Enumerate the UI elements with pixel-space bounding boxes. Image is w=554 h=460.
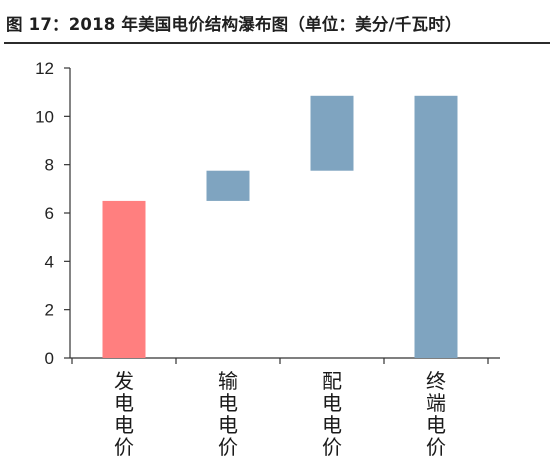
category-label: 输电电价: [218, 369, 238, 459]
y-tick-label: 2: [45, 301, 54, 320]
bar-3: [310, 95, 354, 171]
bars: [102, 95, 458, 359]
y-tick-label: 12: [35, 59, 54, 78]
bar-4: [414, 95, 458, 359]
bar-1: [102, 200, 146, 358]
title-rule: [4, 42, 550, 44]
figure-title: 图 17：2018 年美国电价结构瀑布图（单位：美分/千瓦时）: [6, 15, 462, 34]
labels: 发电电价 输电电价 配电电价 终端电价: [114, 369, 446, 459]
y-tick-label: 10: [35, 107, 54, 126]
bar-2: [206, 170, 250, 201]
category-label: 终端电价: [426, 369, 446, 459]
y-tick-label: 8: [45, 156, 54, 175]
y-tick-label: 0: [45, 349, 54, 368]
category-label: 发电电价: [114, 369, 134, 459]
y-tick-label: 6: [45, 204, 54, 223]
y-tick-label: 4: [45, 252, 54, 271]
category-label: 配电电价: [322, 369, 342, 459]
